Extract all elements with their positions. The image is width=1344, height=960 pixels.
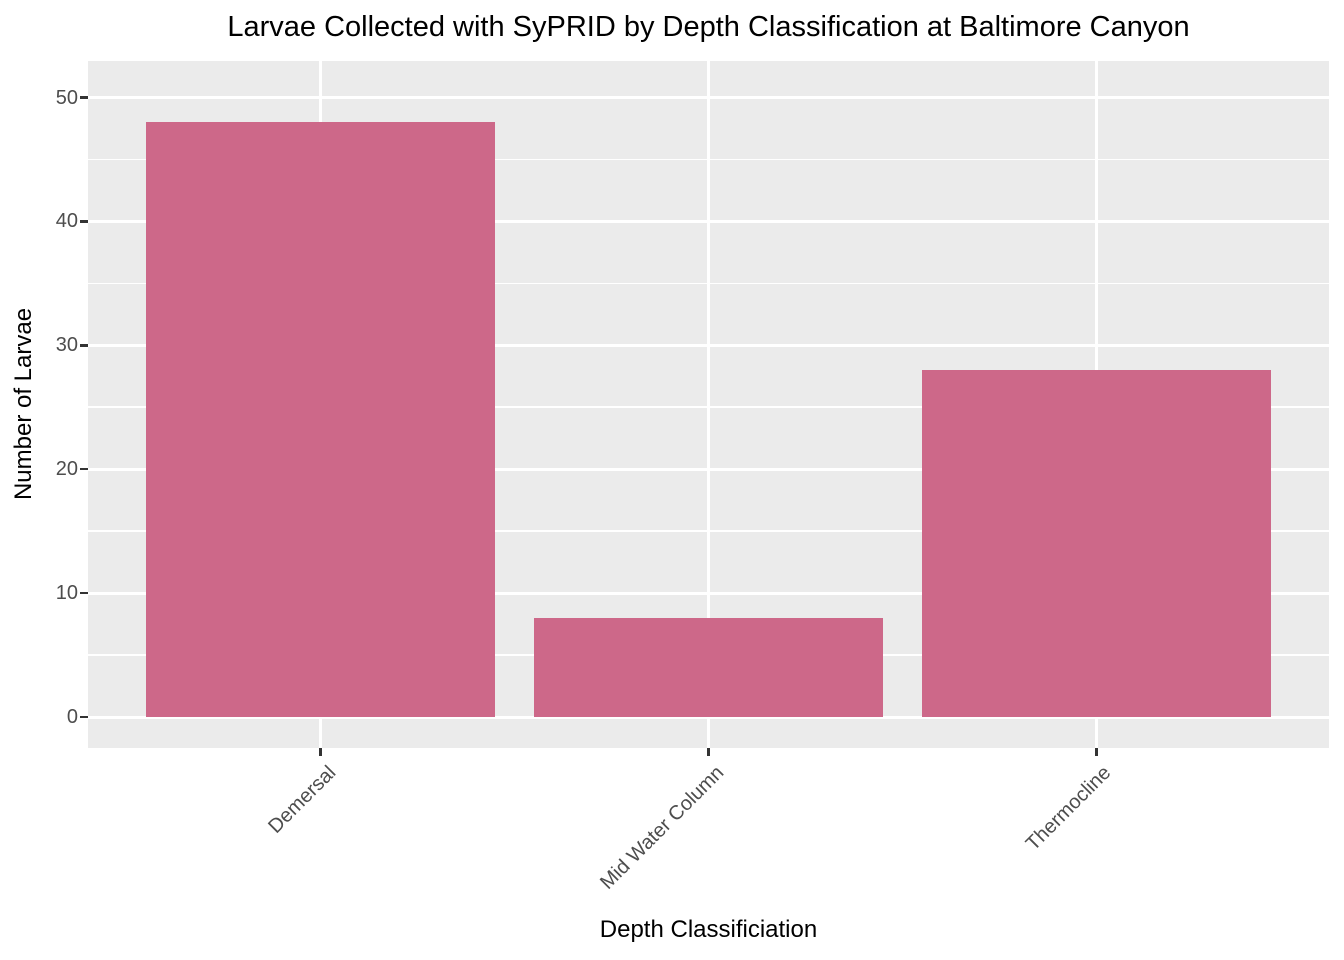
y-tick-label: 10 [55,582,78,605]
y-tick-mark [80,220,88,223]
y-tick-label: 20 [55,458,78,481]
x-tick-label: Mid Water Column [595,761,728,894]
y-tick-label: 30 [55,334,78,357]
y-tick-mark [80,467,88,471]
x-tick-label: Demersal [263,761,340,838]
x-tick-mark [707,748,710,756]
y-tick-label: 50 [55,86,78,109]
x-tick-mark [319,748,322,756]
x-axis-title: Depth Classificiation [599,916,818,943]
x-gridline-major [707,61,710,748]
y-tick-label: 40 [55,210,78,233]
y-tick-mark [80,344,88,347]
y-tick-mark [80,591,88,595]
x-tick-label: Thermocline [1022,761,1116,856]
x-tick-mark [1095,748,1098,756]
bar [146,122,496,718]
bar [921,370,1271,718]
y-tick-mark [80,96,88,99]
bar [533,617,884,718]
y-tick-label: 0 [66,706,78,729]
chart-title: Larvae Collected with SyPRID by Depth Cl… [227,11,1190,43]
y-tick-mark [80,715,88,719]
plot-panel [88,61,1329,748]
